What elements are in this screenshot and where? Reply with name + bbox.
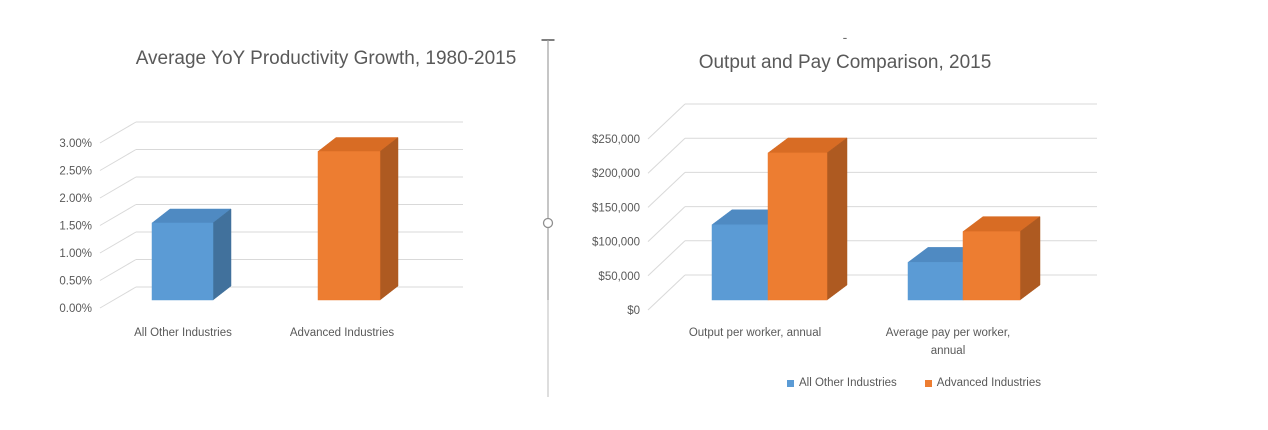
legend-swatch-blue-icon	[787, 379, 794, 387]
gridline-slant	[99, 149, 137, 171]
y-tick-label: $50,000	[598, 271, 640, 283]
gridline-slant	[647, 172, 686, 208]
y-tick-label: 1.00%	[59, 248, 92, 260]
gridline-slant	[99, 176, 137, 199]
gridline-slant	[99, 231, 137, 254]
gridline-slant	[99, 259, 137, 281]
bar-advanced-industries	[767, 152, 828, 301]
y-tick-label: 0.50%	[59, 276, 92, 288]
y-tick-label: $100,000	[592, 237, 640, 249]
y-tick-label: 2.50%	[59, 166, 92, 178]
legend-item-advanced-industries: Advanced Industries	[924, 377, 1041, 389]
y-tick-label: 3.00%	[59, 138, 92, 150]
bar-advanced-industries	[317, 151, 381, 301]
bar-advanced-industries	[962, 231, 1021, 301]
legend-swatch-orange-icon	[924, 379, 932, 387]
cropped-text-fragment: -	[843, 29, 848, 45]
gridline-slant	[647, 103, 686, 140]
y-tick-label: 0.00%	[59, 303, 92, 315]
gridline-slant	[99, 204, 137, 226]
category-label: Output per worker, annual	[689, 327, 821, 339]
productivity-chart: 0.00% 0.50% 1.00% 1.50% 2.00% 2.50% 3.00% All O…	[59, 121, 463, 339]
gridline-slant	[99, 121, 137, 144]
legend-item-all-other-industries: All Other Industries	[787, 377, 897, 389]
y-tick-label: $250,000	[592, 134, 640, 146]
category-label: Advanced Industries	[290, 327, 394, 339]
legend-label: All Other Industries	[799, 377, 897, 389]
category-label: Average pay per worker,	[886, 327, 1010, 339]
bar-all-other-industries	[711, 224, 769, 301]
category-label: All Other Industries	[134, 327, 232, 339]
gridline-slant	[647, 274, 686, 311]
bar-side-face	[1019, 216, 1041, 301]
productivity-chart-title: Average YoY Productivity Growth, 1980-20…	[136, 48, 517, 69]
image-divider	[541, 39, 555, 397]
gridline-slant	[647, 240, 686, 277]
gridline-slant	[647, 206, 686, 242]
bar-side-face	[379, 136, 399, 301]
resize-handle-icon[interactable]	[542, 217, 554, 229]
y-tick-label: $200,000	[592, 168, 640, 180]
bar-all-other-industries	[151, 222, 214, 301]
bar-all-other-industries	[907, 262, 964, 301]
bar-side-face	[212, 208, 232, 301]
chart-legend: All Other Industries Advanced Industries	[560, 377, 1268, 389]
bar-side-face	[826, 137, 848, 301]
y-tick-label: $150,000	[592, 202, 640, 214]
y-tick-label: $0	[627, 305, 640, 317]
category-label: annual	[931, 345, 966, 357]
output-pay-chart-title: Output and Pay Comparison, 2015	[699, 52, 992, 73]
y-tick-label: 1.50%	[59, 221, 92, 233]
output-pay-chart: $0 $50,000 $100,000 $150,000 $200,000 $250,00…	[592, 103, 1097, 357]
gridline-slant	[647, 137, 686, 174]
legend-label: Advanced Industries	[936, 377, 1041, 389]
gridline-slant	[99, 286, 137, 309]
y-tick-label: 2.00%	[59, 193, 92, 205]
